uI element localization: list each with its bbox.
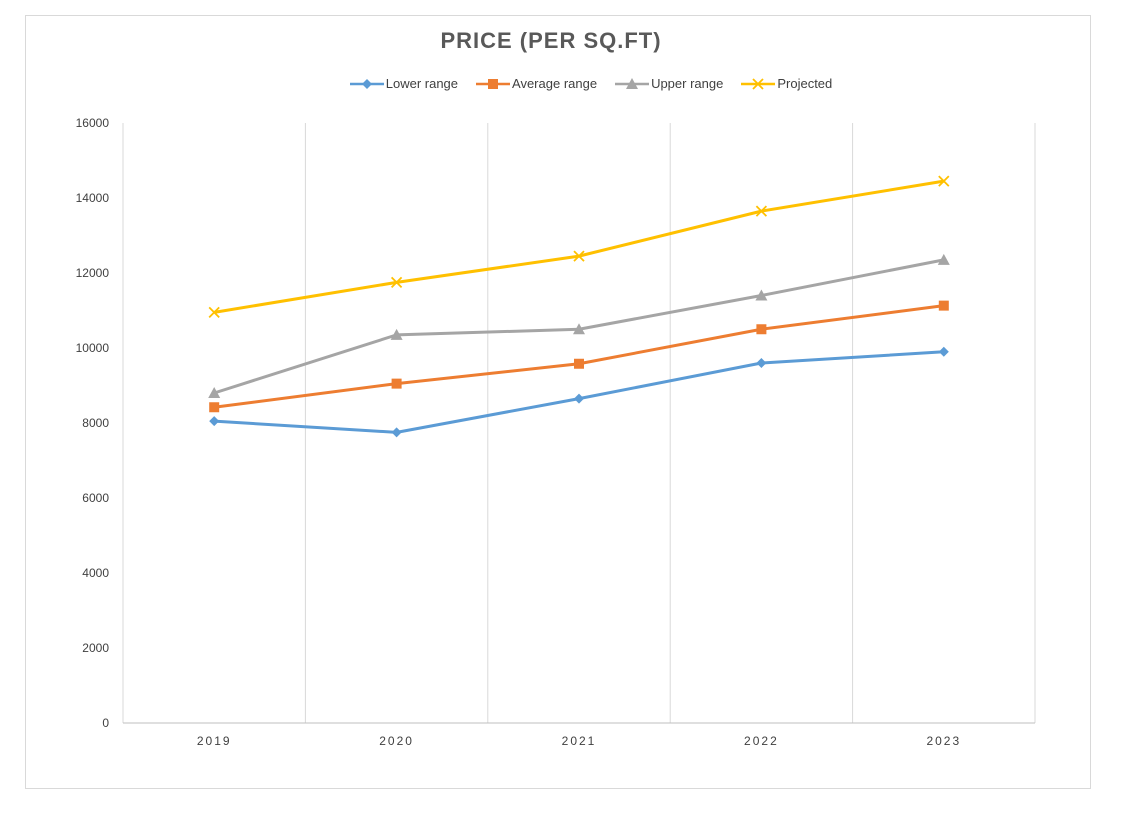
y-tick-label: 6000 [82,491,109,505]
data-point-average-range [209,402,220,413]
y-tick-label: 14000 [76,191,110,205]
data-point-projected [938,175,950,187]
legend-marker-icon [476,78,511,89]
legend-label: Lower range [385,76,459,91]
data-point-projected [755,205,768,217]
legend-item: Lower range [349,76,459,91]
legend-marker [626,77,639,89]
y-tick-label: 10000 [76,341,110,355]
data-point-projected [573,250,585,262]
y-tick-label: 8000 [82,416,109,430]
data-point-lower-range [209,416,220,427]
data-point-average-range [938,300,949,311]
data-point-average-range [574,358,584,369]
legend-marker-icon [741,77,776,90]
data-point-upper-range [390,328,403,340]
legend-item: Projected [741,76,832,91]
x-tick-label: 2021 [562,734,597,748]
legend-item: Average range [476,76,597,91]
x-tick-label: 2020 [379,734,414,748]
data-point-projected [208,306,220,319]
legend-label: Projected [777,76,833,91]
data-point-upper-range [755,289,768,301]
data-point-lower-range [574,393,584,404]
chart-frame: PRICE (PER SQ.FT) Lower range Average ran… [25,15,1091,789]
legend-marker [752,77,764,90]
data-point-upper-range [208,387,221,398]
y-tick-label: 4000 [82,566,109,580]
legend-marker [361,78,372,89]
data-point-lower-range [391,427,402,438]
data-point-upper-range [573,323,585,335]
legend-marker-icon [349,78,384,89]
data-point-projected [390,276,403,289]
legend-item: Upper range [615,76,723,91]
x-tick-label: 2022 [744,734,779,748]
data-point-average-range [756,324,767,335]
y-tick-label: 12000 [76,266,110,280]
legend-marker-icon [615,77,650,89]
x-tick-label: 2019 [197,734,232,748]
legend-label: Upper range [651,76,724,91]
x-tick-label: 2023 [926,734,961,748]
y-tick-label: 0 [102,716,109,730]
data-point-average-range [391,378,402,389]
series-line-average-range [214,304,944,409]
chart-title: PRICE (PER SQ.FT) [440,28,662,53]
data-point-lower-range [938,346,949,357]
legend-marker [488,78,499,89]
data-point-lower-range [756,358,767,368]
legend-label: Average range [512,76,598,91]
y-tick-label: 16000 [76,116,110,130]
legend: Lower range Average range Upper range Proje… [26,76,1121,91]
data-point-upper-range [937,253,950,265]
y-tick-label: 2000 [82,641,109,655]
series-line-projected [213,179,945,314]
